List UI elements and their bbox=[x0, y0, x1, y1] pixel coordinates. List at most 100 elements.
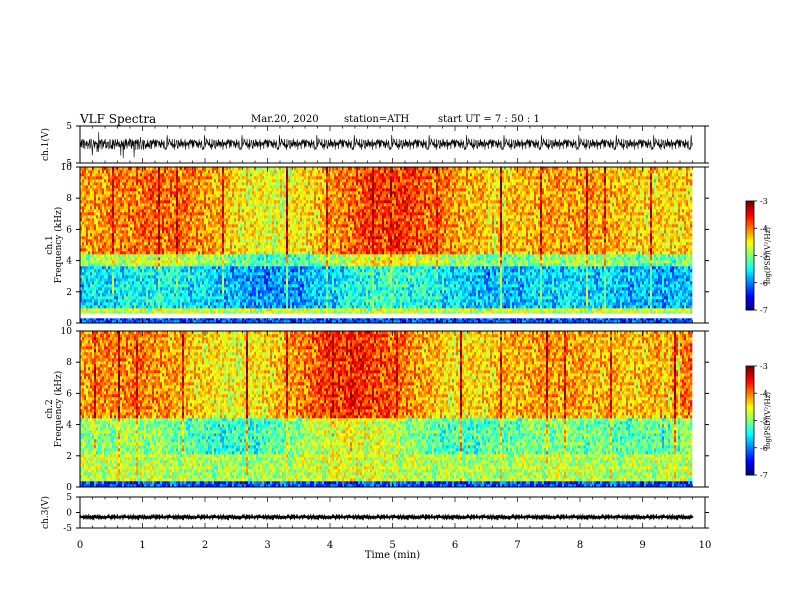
spectrogram-cell bbox=[260, 260, 263, 264]
spectrogram-cell bbox=[150, 302, 153, 306]
spectrogram-cell bbox=[226, 194, 229, 198]
spectrogram-cell bbox=[96, 209, 99, 213]
spectrogram-cell bbox=[252, 209, 255, 213]
spectrogram-cell bbox=[166, 236, 169, 240]
spectrogram-cell bbox=[238, 302, 241, 306]
spectrogram-cell bbox=[206, 299, 209, 303]
spectrogram-cell bbox=[218, 284, 221, 288]
spectrogram-cell bbox=[158, 188, 161, 192]
spectrogram-cell bbox=[106, 299, 109, 303]
spectrogram-cell bbox=[162, 224, 165, 228]
spectrogram-cell bbox=[206, 239, 209, 243]
spectrogram-cell bbox=[236, 257, 239, 261]
spectrogram-cell bbox=[120, 239, 123, 243]
spectrogram-cell bbox=[254, 275, 257, 279]
spectrogram-cell bbox=[200, 203, 203, 207]
spectrogram-cell bbox=[154, 230, 157, 234]
spectrogram-cell bbox=[196, 305, 199, 309]
spectrogram-cell bbox=[132, 266, 135, 270]
spectrogram-cell bbox=[242, 251, 245, 255]
spectrogram-cell bbox=[264, 263, 267, 267]
spectrogram-cell bbox=[264, 257, 267, 261]
spectrogram-cell bbox=[130, 305, 133, 309]
spectrogram-cell bbox=[248, 302, 251, 306]
spectrogram-cell bbox=[214, 236, 217, 240]
spectrogram-cell bbox=[184, 188, 187, 192]
spectrogram-cell bbox=[122, 197, 125, 201]
spectrogram-cell bbox=[82, 236, 85, 240]
spectrogram-cell bbox=[118, 269, 121, 273]
spectrogram-cell bbox=[240, 170, 243, 174]
spectrogram-cell bbox=[82, 215, 85, 219]
spectrogram-cell bbox=[122, 224, 125, 228]
spectrogram-cell bbox=[164, 278, 167, 282]
spectrogram-cell bbox=[182, 230, 185, 234]
spectrogram-cell bbox=[138, 263, 141, 267]
spectrogram-cell bbox=[140, 191, 143, 195]
spectrogram-cell bbox=[222, 317, 225, 321]
spectrogram-cell bbox=[112, 212, 115, 216]
spectrogram-cell bbox=[236, 191, 239, 195]
spectrogram-cell bbox=[226, 191, 229, 195]
spectrogram-cell bbox=[262, 182, 265, 186]
spectrogram-cell bbox=[98, 191, 101, 195]
spectrogram-cell bbox=[140, 239, 143, 243]
spectrogram-cell bbox=[258, 275, 261, 279]
spectrogram-cell bbox=[250, 287, 253, 291]
spectrogram-cell bbox=[194, 224, 197, 228]
spectrogram-cell bbox=[116, 236, 119, 240]
spectrogram-cell bbox=[112, 269, 115, 273]
spectrogram-cell bbox=[190, 302, 193, 306]
spectrogram-cell bbox=[222, 197, 225, 201]
spectrogram-cell bbox=[212, 254, 215, 258]
spectrogram-cell bbox=[152, 308, 155, 312]
spectrogram-cell bbox=[122, 218, 125, 222]
spectrogram-cell bbox=[148, 227, 151, 231]
spectrogram-cell bbox=[114, 224, 117, 228]
spectrogram-cell bbox=[160, 299, 163, 303]
spectrogram-cell bbox=[260, 209, 263, 213]
spectrogram-cell bbox=[138, 281, 141, 285]
spectrogram-cell bbox=[136, 275, 139, 279]
spectrogram-cell bbox=[164, 293, 167, 297]
spectrogram-cell bbox=[128, 197, 131, 201]
spectrogram-cell bbox=[98, 209, 101, 213]
spectrogram-cell bbox=[154, 227, 157, 231]
spectrogram-cell bbox=[154, 251, 157, 255]
spectrogram-cell bbox=[120, 248, 123, 252]
spectrogram-cell bbox=[148, 239, 151, 243]
spectrogram-cell bbox=[190, 182, 193, 186]
spectrogram-cell bbox=[190, 167, 193, 171]
spectrogram-cell bbox=[226, 251, 229, 255]
spectrogram-cell bbox=[268, 254, 271, 258]
spectrogram-cell bbox=[106, 209, 109, 213]
spectrogram-cell bbox=[136, 221, 139, 225]
spectrogram-cell bbox=[112, 320, 115, 324]
spectrogram-cell bbox=[94, 305, 97, 309]
spectrogram-cell bbox=[228, 209, 231, 213]
spectrogram-cell bbox=[264, 224, 267, 228]
spectrogram-cell bbox=[242, 230, 245, 234]
spectrogram-cell bbox=[204, 287, 207, 291]
spectrogram-cell bbox=[80, 173, 83, 177]
spectrogram-cell bbox=[160, 194, 163, 198]
spectrogram-cell bbox=[126, 260, 129, 264]
spectrogram-cell bbox=[240, 242, 243, 246]
spectrogram-cell bbox=[230, 185, 233, 189]
spectrogram-cell bbox=[222, 182, 225, 186]
spectrogram-cell bbox=[146, 290, 149, 294]
spectrogram-cell bbox=[230, 263, 233, 267]
spectrogram-cell bbox=[236, 215, 239, 219]
spectrogram-cell bbox=[158, 299, 161, 303]
spectrogram-cell bbox=[176, 308, 179, 312]
spectrogram-cell bbox=[182, 170, 185, 174]
spectrogram-cell bbox=[178, 254, 181, 258]
spectrogram-cell bbox=[120, 278, 123, 282]
spectrogram-cell bbox=[174, 170, 177, 174]
spectrogram-cell bbox=[180, 221, 183, 225]
spectrogram-cell bbox=[262, 311, 265, 315]
spectrogram-cell bbox=[212, 305, 215, 309]
spectrogram-cell bbox=[120, 275, 123, 279]
spectrogram-cell bbox=[84, 299, 87, 303]
spectrogram-cell bbox=[122, 251, 125, 255]
